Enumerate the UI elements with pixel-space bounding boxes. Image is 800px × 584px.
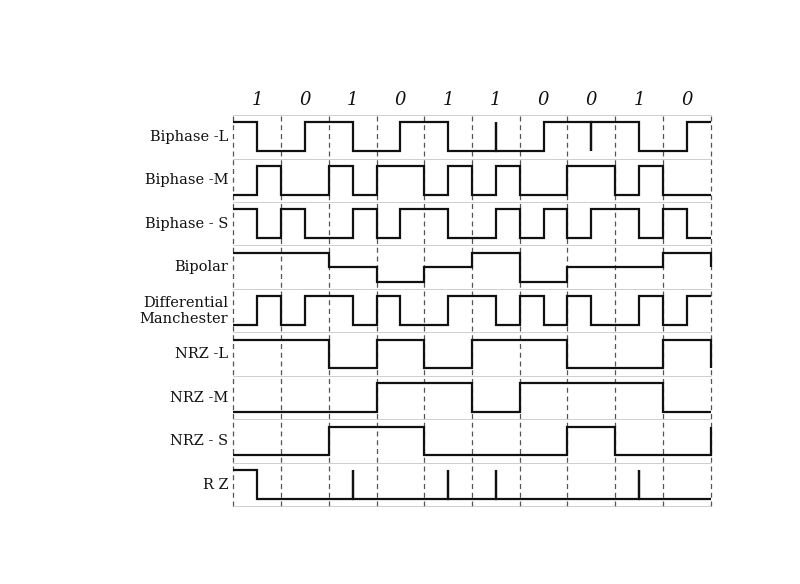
- Text: 0: 0: [586, 91, 597, 109]
- Text: Bipolar: Bipolar: [174, 260, 228, 274]
- Text: 1: 1: [347, 91, 358, 109]
- Text: 0: 0: [394, 91, 406, 109]
- Text: NRZ -L: NRZ -L: [175, 347, 228, 361]
- Text: Biphase -L: Biphase -L: [150, 130, 228, 144]
- Text: NRZ - S: NRZ - S: [170, 434, 228, 448]
- Text: NRZ -M: NRZ -M: [170, 391, 228, 405]
- Text: 1: 1: [634, 91, 645, 109]
- Text: R Z: R Z: [202, 478, 228, 492]
- Text: 1: 1: [442, 91, 454, 109]
- Text: 0: 0: [681, 91, 693, 109]
- Text: Differential
Manchester: Differential Manchester: [140, 296, 228, 326]
- Text: 0: 0: [299, 91, 310, 109]
- Text: Biphase - S: Biphase - S: [145, 217, 228, 231]
- Text: Biphase -M: Biphase -M: [145, 173, 228, 187]
- Text: 0: 0: [538, 91, 550, 109]
- Text: 1: 1: [490, 91, 502, 109]
- Text: 1: 1: [251, 91, 263, 109]
